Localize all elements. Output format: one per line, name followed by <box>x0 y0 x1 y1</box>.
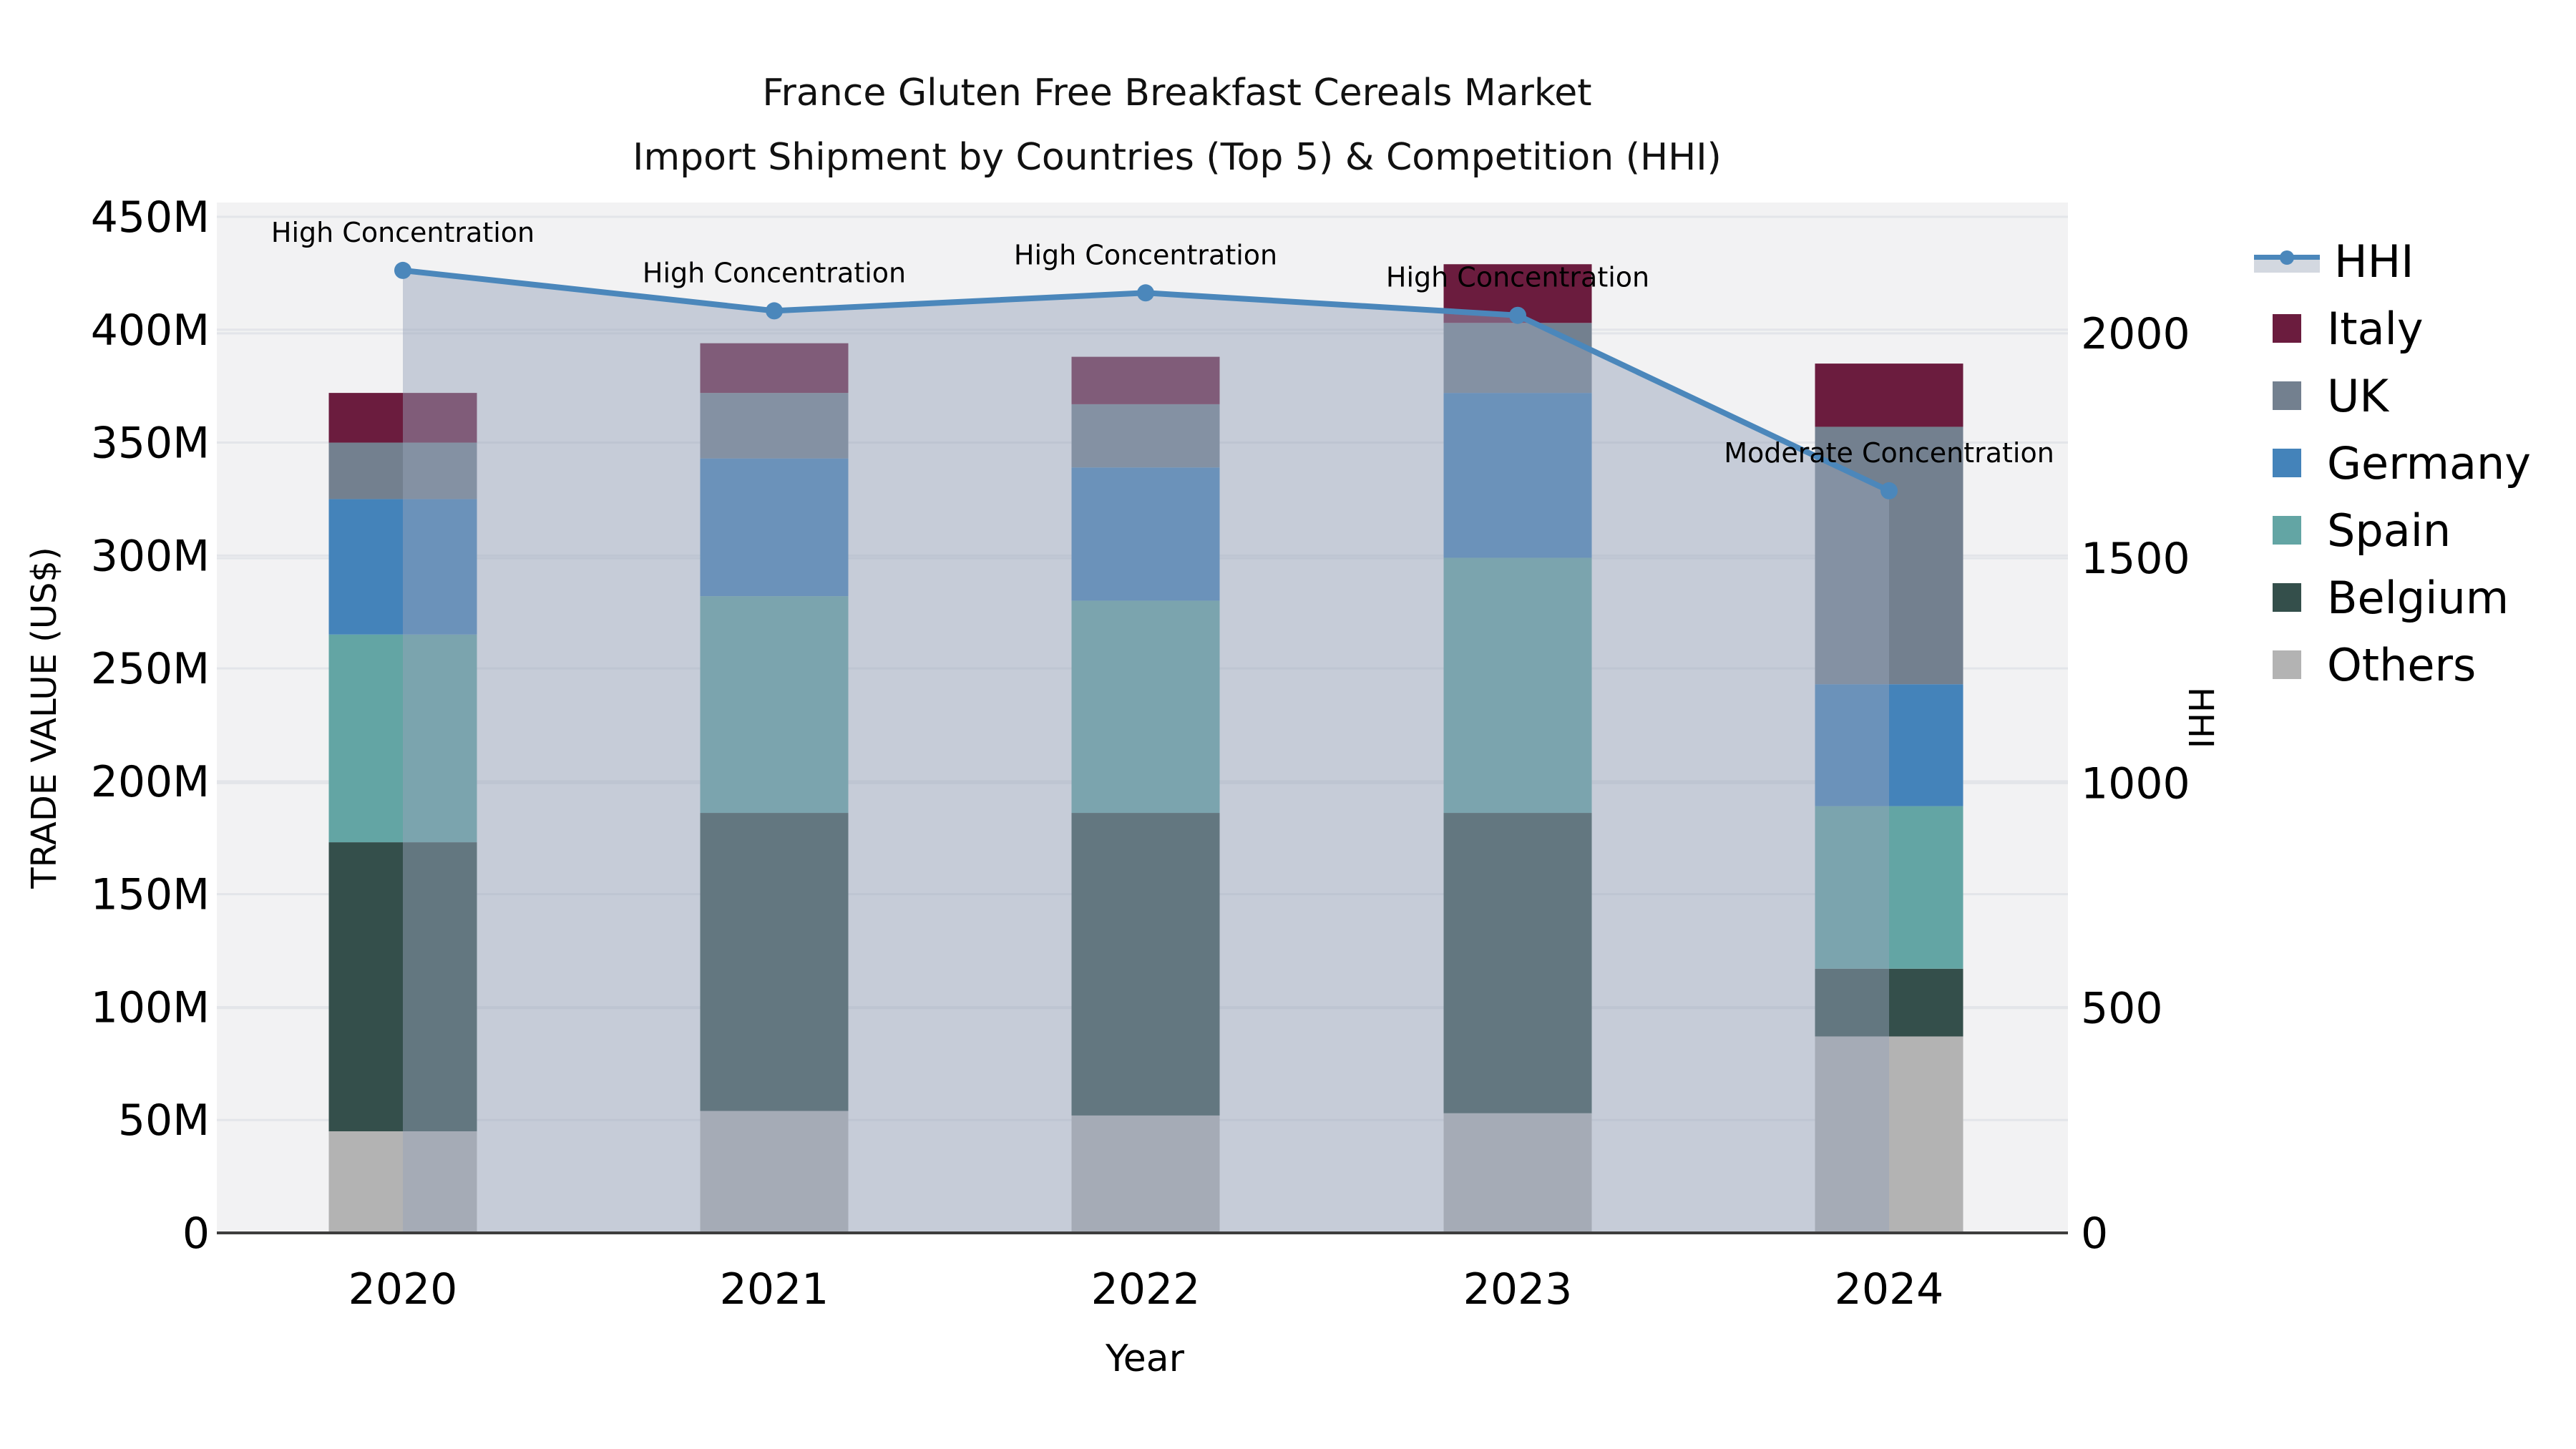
bar-segment-germany-2021 <box>700 458 849 597</box>
legend-label: HHI <box>2334 235 2414 288</box>
annotation-2021: High Concentration <box>643 257 906 288</box>
bar-segment-others-2023 <box>1443 1113 1592 1233</box>
bar-segment-others-2022 <box>1071 1115 1220 1233</box>
y-left-tick-350: 350M <box>91 419 210 469</box>
annotation-2020: High Concentration <box>271 217 535 248</box>
hhi-area-fill <box>403 270 1889 1233</box>
bar-segment-germany-2020 <box>328 499 477 635</box>
y-left-tick-150: 150M <box>91 870 210 920</box>
bar-segment-belgium-2021 <box>700 813 849 1111</box>
x-tick-2023: 2023 <box>1463 1264 1573 1314</box>
hhi-marker-2021 <box>766 302 783 320</box>
bar-segment-germany-2023 <box>1443 393 1592 558</box>
bar-segment-germany-2022 <box>1071 467 1220 601</box>
annotation-2023: High Concentration <box>1386 262 1649 293</box>
hhi-marker-2022 <box>1137 284 1154 302</box>
bar-segment-italy-2022 <box>1071 356 1220 404</box>
bar-segment-belgium-2023 <box>1443 813 1592 1113</box>
hhi-marker-2023 <box>1509 306 1526 324</box>
legend-item-germany: Germany <box>2254 429 2531 497</box>
y-left-tick-450: 450M <box>91 192 210 243</box>
bar-segment-others-2020 <box>328 1131 477 1233</box>
y-left-tick-200: 200M <box>91 757 210 807</box>
y-left-tick-0: 0 <box>182 1209 210 1259</box>
y-right-tick-1000: 1000 <box>2081 758 2190 809</box>
y-axis-right-title: HHI <box>2180 686 2220 749</box>
legend-label: Others <box>2327 638 2477 691</box>
y-axis-left-title: TRADE VALUE (US$) <box>24 547 64 889</box>
legend-item-hhi: HHI <box>2254 228 2531 295</box>
x-axis-title: Year <box>1105 1337 1185 1380</box>
bar-segment-spain-2024 <box>1815 806 1963 969</box>
y-right-tick-1500: 1500 <box>2081 534 2190 584</box>
x-tick-2021: 2021 <box>720 1264 829 1314</box>
bar-segment-belgium-2024 <box>1815 968 1963 1037</box>
annotation-2022: High Concentration <box>1014 239 1277 270</box>
bar-segment-uk-2023 <box>1443 323 1592 394</box>
y-right-tick-2000: 2000 <box>2081 309 2190 359</box>
bar-segment-belgium-2022 <box>1071 813 1220 1116</box>
legend-label: Belgium <box>2327 571 2509 624</box>
y-left-tick-50: 50M <box>118 1096 210 1146</box>
legend-item-belgium: Belgium <box>2254 564 2531 631</box>
y-left-tick-100: 100M <box>91 982 210 1033</box>
legend-item-italy: Italy <box>2254 295 2531 362</box>
x-tick-2020: 2020 <box>348 1264 458 1314</box>
hhi-marker-2020 <box>394 261 411 279</box>
bar-segment-others-2024 <box>1815 1036 1963 1233</box>
legend-item-uk: UK <box>2254 362 2531 429</box>
y-left-tick-250: 250M <box>91 644 210 694</box>
bar-segment-italy-2020 <box>328 393 477 443</box>
legend-swatch-spain-icon <box>2273 516 2301 545</box>
legend-item-others: Others <box>2254 631 2531 698</box>
bar-segment-uk-2021 <box>700 393 849 459</box>
annotation-2024: Moderate Concentration <box>1724 437 2054 469</box>
bar-segment-others-2021 <box>700 1111 849 1233</box>
legend-swatch-belgium-icon <box>2273 583 2301 612</box>
bar-segment-spain-2022 <box>1071 600 1220 814</box>
x-tick-2022: 2022 <box>1091 1264 1201 1314</box>
y-right-tick-500: 500 <box>2081 984 2163 1034</box>
legend-label: Spain <box>2327 504 2451 557</box>
bar-segment-italy-2021 <box>700 343 849 394</box>
bar-segment-italy-2024 <box>1815 364 1963 427</box>
y-left-tick-400: 400M <box>91 306 210 356</box>
hhi-marker-2024 <box>1880 482 1898 499</box>
legend-swatch-italy-icon <box>2273 314 2301 343</box>
bar-segment-spain-2021 <box>700 596 849 814</box>
legend-label: Italy <box>2327 302 2424 355</box>
bar-segment-spain-2020 <box>328 634 477 843</box>
bar-segment-spain-2023 <box>1443 557 1592 814</box>
bar-segment-uk-2020 <box>328 442 477 499</box>
legend-label: Germany <box>2327 436 2531 489</box>
legend-swatch-germany-icon <box>2273 449 2301 477</box>
bar-segment-uk-2022 <box>1071 404 1220 468</box>
hhi-line-sample-icon <box>2254 250 2320 273</box>
y-right-tick-0: 0 <box>2081 1209 2108 1259</box>
chart-title-line2: Import Shipment by Countries (Top 5) & C… <box>633 136 1722 179</box>
bar-segment-germany-2024 <box>1815 684 1963 806</box>
legend-item-spain: Spain <box>2254 497 2531 564</box>
y-left-tick-300: 300M <box>91 531 210 581</box>
legend-label: UK <box>2327 369 2389 422</box>
bar-segment-belgium-2020 <box>328 842 477 1131</box>
legend-swatch-uk-icon <box>2273 381 2301 410</box>
chart-title-line1: France Gluten Free Breakfast Cereals Mar… <box>762 72 1592 114</box>
legend-swatch-others-icon <box>2273 650 2301 679</box>
legend: HHI Italy UK Germany Spain Belgium Others <box>2254 228 2531 698</box>
x-tick-2024: 2024 <box>1835 1264 1944 1314</box>
